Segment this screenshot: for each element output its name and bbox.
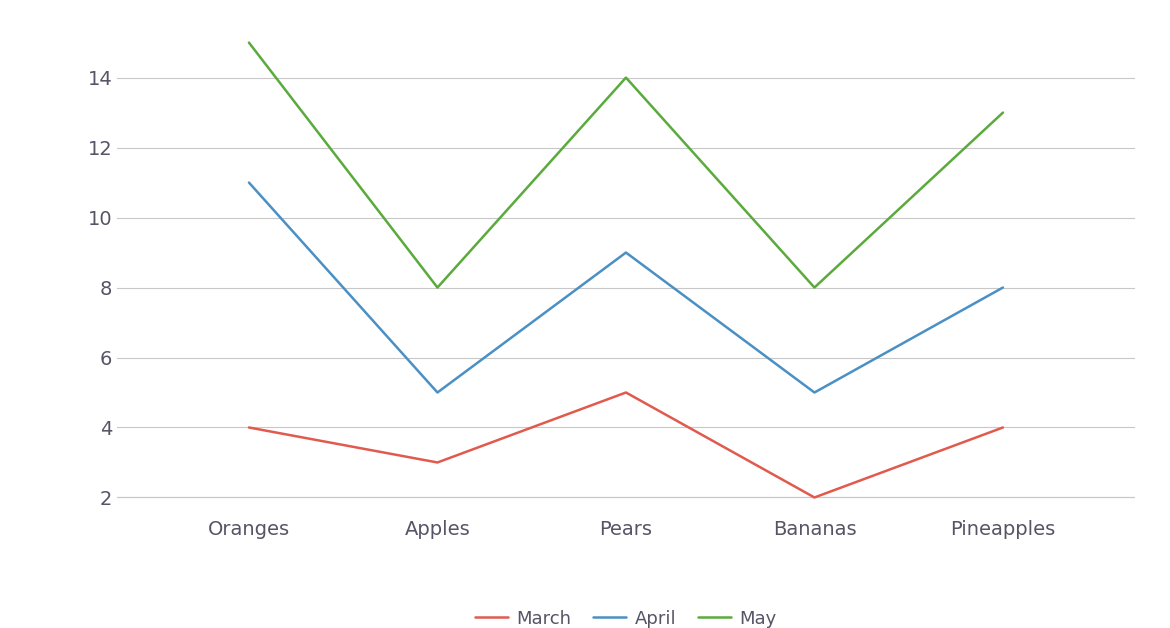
April — [242, 179, 256, 187]
March — [619, 389, 633, 396]
Legend: March, April, May: March, April, May — [468, 602, 784, 628]
March — [431, 458, 445, 466]
April — [431, 389, 445, 396]
March — [807, 494, 821, 501]
May — [242, 39, 256, 46]
May — [619, 74, 633, 82]
April — [619, 249, 633, 256]
May — [431, 284, 445, 291]
May — [807, 284, 821, 291]
Line: May: May — [249, 43, 1003, 288]
April — [807, 389, 821, 396]
April — [996, 284, 1010, 291]
May — [996, 109, 1010, 116]
March — [242, 424, 256, 431]
Line: March: March — [249, 392, 1003, 497]
March — [996, 424, 1010, 431]
Line: April: April — [249, 183, 1003, 392]
